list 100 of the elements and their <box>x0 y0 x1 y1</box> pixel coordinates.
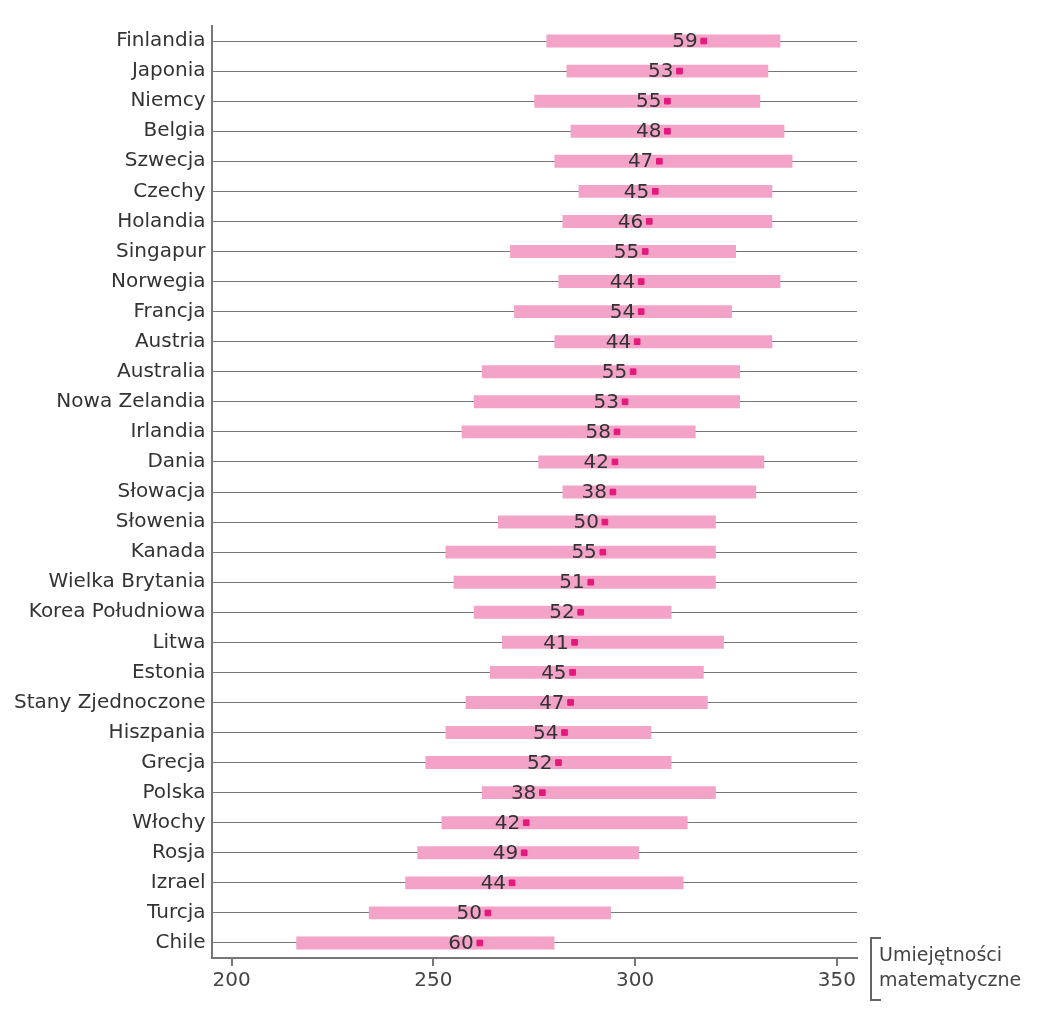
bar <box>481 365 741 379</box>
annotation: 38 <box>510 779 537 804</box>
bar <box>554 335 773 349</box>
annotation: 45 <box>541 659 567 684</box>
point <box>569 669 576 676</box>
y-tick-label: Belgia <box>143 117 206 142</box>
x-tick-label: 200 <box>212 967 251 992</box>
bar <box>465 695 708 709</box>
y-tick-label: Słowenia <box>115 508 206 533</box>
bar <box>417 846 640 860</box>
y-tick-label: Finlandia <box>116 27 206 52</box>
annotation: 53 <box>593 389 620 414</box>
bar <box>405 876 684 890</box>
bar <box>562 214 773 228</box>
y-tick-label: Chile <box>155 929 206 954</box>
y-tick-label: Kanada <box>130 538 206 563</box>
y-tick-label: Włochy <box>132 808 206 833</box>
bar <box>441 816 688 830</box>
y-tick-label: Australia <box>117 357 206 382</box>
point <box>587 578 595 586</box>
y-tick-label: Singapur <box>116 237 207 262</box>
annotation: 52 <box>549 599 575 624</box>
y-tick-label: Dania <box>147 448 206 473</box>
annotation: 41 <box>543 629 569 654</box>
annotation: 45 <box>623 178 650 203</box>
annotation: 49 <box>492 839 519 864</box>
bar <box>578 184 773 198</box>
point <box>484 909 492 917</box>
annotation: 44 <box>605 328 632 353</box>
annotation: 47 <box>539 689 565 714</box>
annotation: 46 <box>617 208 644 233</box>
y-tick-label: Słowacja <box>117 478 206 503</box>
bar <box>473 605 672 619</box>
annotation: 60 <box>448 930 474 955</box>
point <box>577 608 584 616</box>
annotation: 55 <box>635 88 662 113</box>
point <box>613 428 621 436</box>
y-tick-label: Holandia <box>117 207 206 232</box>
bar <box>481 786 716 800</box>
point <box>645 218 653 225</box>
y-tick-label: Irlandia <box>130 418 206 443</box>
bar <box>473 395 741 409</box>
point <box>676 67 683 75</box>
point <box>656 157 663 165</box>
point <box>599 548 607 556</box>
y-tick-label: Rosja <box>152 838 206 863</box>
point <box>637 278 645 285</box>
bar <box>514 305 732 319</box>
bar <box>489 665 704 679</box>
point <box>609 488 617 496</box>
annotation: 38 <box>581 479 607 504</box>
annotation: 55 <box>601 358 628 383</box>
point <box>476 939 484 947</box>
point <box>641 248 649 255</box>
y-tick-label: Grecja <box>141 748 206 773</box>
bar <box>558 275 781 289</box>
y-tick-label: Estonia <box>131 658 206 683</box>
point <box>664 97 671 105</box>
annotation: 50 <box>573 509 599 534</box>
point <box>637 308 645 315</box>
point <box>601 518 609 526</box>
point <box>651 188 659 195</box>
y-tick-label: Niemcy <box>130 87 206 112</box>
annotation: 54 <box>533 719 559 744</box>
bar <box>296 936 555 950</box>
annotation: 44 <box>480 870 507 895</box>
point <box>664 127 671 135</box>
y-tick-label: Litwa <box>152 628 206 653</box>
point <box>621 398 629 406</box>
annotation: 55 <box>571 539 597 564</box>
annotation: 54 <box>609 298 636 323</box>
bar <box>538 455 765 469</box>
annotation: 52 <box>527 749 553 774</box>
point <box>611 458 619 466</box>
y-tick-label: Polska <box>142 778 206 803</box>
bar <box>554 154 793 168</box>
point <box>567 699 574 706</box>
y-tick-label: Norwegia <box>110 267 206 292</box>
y-tick-label: Wielka Brytania <box>48 568 206 593</box>
point <box>539 789 546 796</box>
bar <box>546 34 781 48</box>
x-tick-label: 350 <box>817 967 856 992</box>
annotation: 42 <box>583 449 609 474</box>
y-tick-label: Czechy <box>133 177 206 202</box>
point <box>571 638 578 646</box>
annotation: 48 <box>635 118 662 143</box>
bar <box>453 575 716 589</box>
bar <box>534 94 761 108</box>
annotation: 50 <box>456 900 482 925</box>
bar <box>425 756 672 770</box>
annotation: 42 <box>494 809 521 834</box>
x-tick-label: 250 <box>414 967 453 992</box>
annotation: 55 <box>613 238 640 263</box>
annotation: 53 <box>648 58 674 83</box>
point <box>629 368 637 376</box>
bar <box>566 64 769 78</box>
bar <box>461 425 696 439</box>
point <box>555 759 562 766</box>
y-tick-label: Austria <box>134 327 206 352</box>
point <box>561 729 568 736</box>
